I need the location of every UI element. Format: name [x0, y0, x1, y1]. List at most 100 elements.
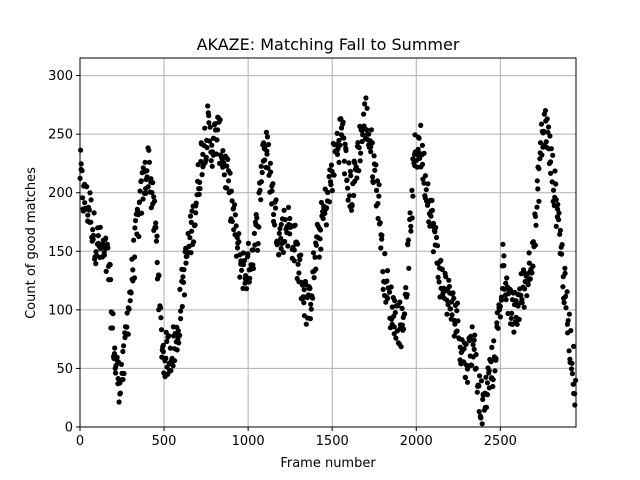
data-point — [341, 171, 348, 177]
data-point — [556, 210, 562, 216]
data-point — [535, 186, 541, 192]
data-point — [477, 373, 483, 379]
data-point — [563, 305, 569, 311]
data-point — [197, 179, 203, 185]
data-point — [493, 355, 499, 362]
x-tick-label: 1500 — [316, 434, 349, 449]
data-point — [278, 246, 284, 252]
data-point — [490, 377, 496, 383]
data-point — [108, 277, 114, 283]
data-point — [143, 190, 149, 196]
data-point — [272, 205, 279, 211]
data-point — [433, 224, 439, 231]
data-point — [473, 365, 479, 371]
data-point — [131, 275, 138, 281]
data-point — [433, 234, 440, 241]
data-point — [276, 230, 282, 236]
data-point — [380, 269, 386, 275]
data-point — [243, 273, 249, 279]
data-point — [463, 341, 469, 347]
data-point — [527, 276, 533, 282]
data-point — [239, 267, 245, 273]
data-point — [572, 391, 578, 397]
data-point — [372, 167, 378, 173]
data-point — [117, 390, 123, 396]
data-point — [568, 366, 575, 372]
data-point — [233, 223, 239, 229]
data-point — [385, 295, 391, 301]
data-point — [80, 195, 86, 201]
data-point — [408, 223, 414, 229]
data-point — [177, 286, 183, 292]
data-point — [423, 187, 429, 193]
data-point — [138, 178, 144, 184]
data-point — [544, 116, 550, 122]
data-point — [464, 379, 471, 385]
data-point — [160, 349, 166, 355]
data-point — [317, 227, 324, 233]
y-axis-label: Count of good matches — [24, 167, 39, 319]
data-point — [569, 371, 576, 377]
data-point — [273, 197, 279, 203]
data-point — [232, 202, 238, 208]
data-point — [128, 290, 134, 296]
data-point — [337, 142, 343, 148]
data-point — [287, 231, 293, 237]
data-point — [267, 160, 273, 166]
data-point — [90, 236, 96, 242]
data-point — [355, 140, 361, 146]
data-point — [501, 263, 507, 269]
data-point — [538, 121, 545, 127]
data-point — [297, 257, 303, 263]
data-point — [521, 304, 527, 310]
data-point — [224, 185, 230, 191]
data-point — [139, 210, 145, 216]
data-point — [514, 321, 520, 327]
data-point — [461, 346, 467, 352]
data-point — [443, 274, 449, 280]
data-point — [421, 180, 427, 186]
data-point — [197, 185, 203, 192]
x-tick-label: 500 — [152, 434, 177, 449]
data-point — [454, 308, 460, 314]
data-point — [419, 142, 425, 148]
data-point — [225, 156, 231, 162]
x-tick-label: 1000 — [232, 434, 265, 449]
data-point — [224, 163, 230, 169]
data-point — [127, 298, 133, 304]
data-point — [285, 243, 291, 249]
data-point — [153, 224, 159, 231]
data-point — [229, 218, 235, 224]
data-point — [280, 249, 286, 255]
data-point — [329, 187, 335, 194]
data-point — [324, 205, 330, 211]
data-point — [345, 185, 351, 191]
data-point — [495, 325, 501, 331]
x-tick-label: 2500 — [484, 434, 517, 449]
data-point — [347, 168, 353, 174]
data-point — [231, 227, 237, 233]
data-point — [483, 404, 490, 410]
data-point — [316, 254, 322, 260]
data-point — [556, 217, 562, 223]
data-point — [472, 332, 478, 338]
data-point — [504, 275, 510, 281]
data-point — [470, 342, 476, 348]
data-point — [405, 237, 411, 243]
data-point — [334, 130, 340, 136]
data-point — [120, 348, 126, 355]
data-point — [418, 122, 424, 128]
data-point — [553, 181, 559, 187]
data-point — [310, 250, 317, 256]
data-point — [322, 210, 328, 216]
data-point — [426, 219, 432, 225]
data-point — [282, 217, 288, 223]
data-point — [344, 177, 350, 183]
data-point — [228, 188, 234, 194]
data-point — [379, 232, 385, 238]
data-point — [172, 358, 178, 364]
data-point — [177, 332, 183, 338]
data-point — [455, 318, 461, 324]
data-point — [149, 190, 155, 196]
data-point — [448, 306, 454, 312]
